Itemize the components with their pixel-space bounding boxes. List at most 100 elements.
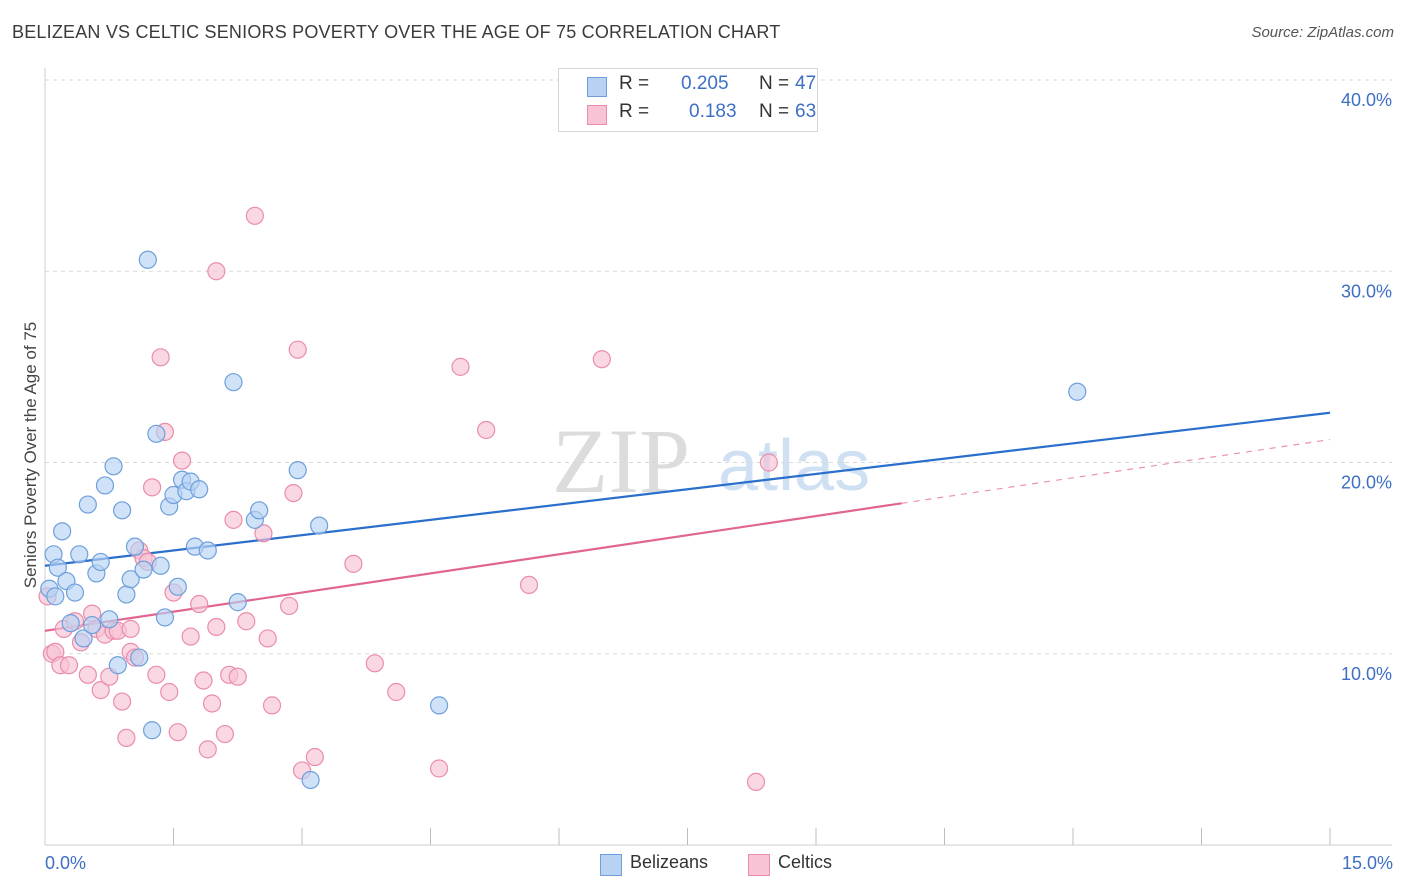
belizeans-point xyxy=(83,615,102,635)
belizeans-point xyxy=(46,587,65,606)
celtics-point xyxy=(91,680,110,700)
celtics-point xyxy=(207,262,226,281)
celtics-point xyxy=(78,665,97,684)
belizeans-point xyxy=(53,522,72,541)
belizeans-swatch xyxy=(587,77,607,97)
belizeans-point xyxy=(224,373,243,392)
celtics-point xyxy=(181,627,200,646)
belizeans-point xyxy=(138,250,157,269)
belizeans-point xyxy=(91,552,110,572)
belizeans-point xyxy=(429,696,449,715)
celtics-point xyxy=(288,340,307,359)
celtics-point xyxy=(117,728,136,748)
belizeans-point xyxy=(151,556,170,575)
celtics-r-value: 0.183 xyxy=(689,101,737,122)
belizeans-point xyxy=(70,545,89,564)
belizeans-point xyxy=(168,577,187,596)
celtics-trend-extension xyxy=(901,438,1331,504)
r-label: R = xyxy=(619,73,650,94)
belizeans-point xyxy=(121,570,140,589)
celtics-point xyxy=(254,524,273,543)
x-tick-label: 15.0% xyxy=(1342,853,1393,873)
celtics-point xyxy=(245,206,264,225)
celtics-n-value: 63 xyxy=(795,101,817,122)
celtics-point xyxy=(429,759,449,778)
grid xyxy=(45,79,1392,655)
y-tick-label: 10.0% xyxy=(1341,664,1392,684)
belizeans-point xyxy=(228,593,247,612)
celtics-point xyxy=(344,554,363,573)
belizeans-point xyxy=(61,614,80,633)
celtics-point xyxy=(592,350,611,369)
belizeans-r-value: 0.205 xyxy=(681,73,729,94)
belizeans-point xyxy=(65,583,85,602)
belizeans-point xyxy=(310,516,329,535)
n-label: N = xyxy=(759,73,790,94)
tick-labels: 10.0% 20.0% 30.0% 40.0% 0.0% 15.0% xyxy=(45,90,1393,873)
belizeans-point xyxy=(125,537,145,556)
celtics-point xyxy=(168,723,187,742)
celtics-point xyxy=(160,682,179,702)
belizeans-point xyxy=(112,501,132,520)
data-points xyxy=(38,206,1087,791)
celtics-point xyxy=(207,617,226,637)
celtics-legend-label: Celtics xyxy=(778,852,833,872)
belizeans-point xyxy=(117,585,136,604)
celtics-point xyxy=(112,692,132,711)
celtics-point xyxy=(451,357,470,376)
celtics-point xyxy=(280,596,299,616)
celtics-point xyxy=(190,594,209,614)
celtics-point xyxy=(147,665,166,684)
y-tick-label: 40.0% xyxy=(1341,90,1392,110)
belizeans-point xyxy=(288,461,307,480)
celtics-point xyxy=(759,453,778,472)
y-tick-label: 30.0% xyxy=(1341,281,1392,301)
celtics-point xyxy=(258,629,277,648)
belizeans-point xyxy=(78,495,97,514)
celtics-point xyxy=(746,772,766,791)
celtics-trend-line xyxy=(44,502,902,632)
n-label: N = xyxy=(759,101,790,122)
belizeans-point xyxy=(134,560,153,579)
celtics-point xyxy=(262,696,282,715)
watermark-atlas: atlas xyxy=(718,426,870,506)
celtics-point xyxy=(224,510,243,529)
celtics-swatch xyxy=(587,105,607,125)
watermark-zip: ZIP xyxy=(552,410,690,512)
celtics-point xyxy=(194,671,213,690)
belizeans-point xyxy=(190,480,209,499)
celtics-point xyxy=(121,619,140,638)
series-legend: Belizeans Celtics xyxy=(0,852,1406,876)
belizeans-legend-swatch xyxy=(600,854,622,876)
belizeans-point xyxy=(142,721,162,740)
belizeans-point xyxy=(108,656,127,675)
celtics-legend-swatch xyxy=(748,854,770,876)
axes xyxy=(44,68,1392,846)
celtics-point xyxy=(365,654,384,673)
belizeans-point xyxy=(250,501,269,520)
celtics-point xyxy=(198,740,217,759)
x-tick-label: 0.0% xyxy=(45,853,86,873)
celtics-point xyxy=(284,484,303,503)
belizeans-point xyxy=(130,648,149,667)
belizeans-point xyxy=(74,629,93,648)
belizeans-point xyxy=(48,558,67,577)
celtics-point xyxy=(215,724,234,744)
celtics-point xyxy=(305,747,324,767)
belizeans-point xyxy=(95,476,115,495)
celtics-point xyxy=(142,478,162,497)
celtics-point xyxy=(519,575,539,595)
belizeans-point xyxy=(301,770,320,790)
belizeans-point xyxy=(147,424,166,443)
celtics-point xyxy=(237,612,256,631)
belizeans-point xyxy=(1068,382,1087,401)
belizeans-point xyxy=(100,610,119,629)
r-label: R = xyxy=(619,101,650,122)
belizeans-n-value: 47 xyxy=(795,73,817,94)
celtics-point xyxy=(172,451,192,470)
source-label: Source: ZipAtlas.com xyxy=(1251,24,1394,41)
celtics-point xyxy=(387,682,406,702)
celtics-point xyxy=(477,420,496,440)
celtics-point xyxy=(59,656,79,675)
